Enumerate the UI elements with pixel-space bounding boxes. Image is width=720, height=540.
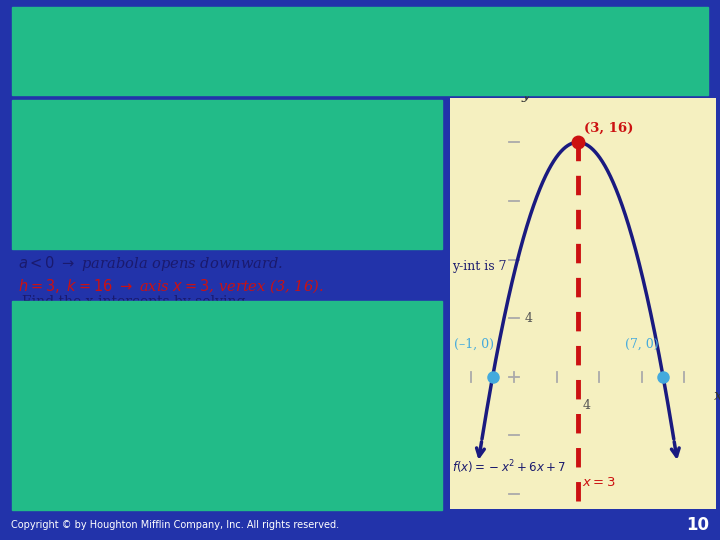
Text: Copyright © by Houghton Mifflin Company, Inc. All rights reserved.: Copyright © by Houghton Mifflin Company,… [11, 520, 339, 530]
Text: $-(x^2$ - $6x - 7) = 0.$: $-(x^2$ - $6x - 7) = 0.$ [22, 314, 147, 334]
Text: original equation: original equation [290, 113, 392, 126]
Text: $f(x) = -(x^2 - 6x) + 7$: $f(x) = -(x^2 - 6x) + 7$ [22, 141, 145, 159]
Text: y-int is 7: y-int is 7 [452, 260, 507, 273]
Text: $-(x - 7)(x + 1) = 0$: $-(x - 7)(x + 1) = 0$ [22, 343, 138, 357]
Text: (3, 16): (3, 16) [584, 122, 634, 135]
Text: factor: factor [290, 343, 328, 356]
Text: $f(x) = -(x^2 - 6x + 9) + 7 + 9$: $f(x) = -(x^2 - 6x + 9) + 7 + 9$ [22, 173, 189, 191]
Text: vertex form: vertex form [290, 206, 359, 219]
Text: $f(x) = -x^2 + 6x + 7$: $f(x) = -x^2 + 6x + 7$ [452, 459, 566, 476]
Text: x-intercepts (7, 0), (–1, 0): x-intercepts (7, 0), (–1, 0) [22, 426, 200, 441]
Text: 4: 4 [525, 312, 533, 325]
Text: factor out –1: factor out –1 [290, 144, 365, 157]
Text: x: x [714, 389, 720, 403]
Text: (7, 0): (7, 0) [625, 338, 658, 351]
Text: 4: 4 [582, 399, 590, 412]
Text: Find the x-intercepts by solving: Find the x-intercepts by solving [22, 295, 246, 309]
Text: Example: Graph and find the vertex and x-intercepts: Example: Graph and find the vertex and x… [104, 38, 616, 56]
Text: $x = 3$: $x = 3$ [582, 476, 616, 489]
Text: $f(x) = -x^2 + 6x + 7$: $f(x) = -x^2 + 6x + 7$ [22, 111, 136, 129]
Text: (–1, 0): (–1, 0) [454, 338, 494, 351]
Text: $x = 7,\ x = -1$: $x = 7,\ x = -1$ [22, 383, 130, 401]
Text: $f(x) = -(x - 3)^2 + 16$: $f(x) = -(x - 3)^2 + 16$ [22, 203, 145, 221]
Text: y: y [521, 89, 530, 103]
Text: $h = 3,\ k = 16\ \rightarrow$ axis $x = 3$, vertex (3, 16).: $h = 3,\ k = 16\ \rightarrow$ axis $x = … [18, 277, 323, 295]
Text: 10: 10 [686, 516, 709, 534]
Text: $a < 0\ \rightarrow$ parabola opens downward.: $a < 0\ \rightarrow$ parabola opens down… [18, 254, 283, 273]
Text: of $f(x) = -x^2 + 6x + 7.$: of $f(x) = -x^2 + 6x + 7.$ [261, 57, 459, 81]
Text: complete the square: complete the square [290, 176, 412, 188]
